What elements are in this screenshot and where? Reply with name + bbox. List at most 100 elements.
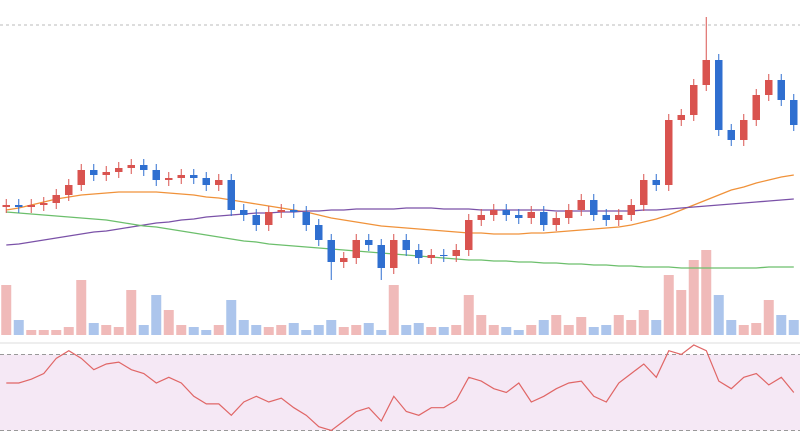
candle-body bbox=[240, 210, 248, 215]
candle-body bbox=[177, 175, 185, 178]
volume-bar bbox=[126, 290, 137, 335]
candle-body bbox=[165, 178, 173, 180]
volume-bar bbox=[438, 327, 449, 335]
candle-body bbox=[327, 240, 335, 262]
volume-bar bbox=[663, 275, 674, 335]
candle-body bbox=[402, 240, 410, 250]
volume-bar bbox=[238, 320, 249, 335]
candle-body bbox=[190, 175, 198, 178]
candle-body bbox=[452, 250, 460, 256]
candle-body bbox=[490, 210, 498, 215]
candle-body bbox=[565, 210, 573, 218]
volume-bar bbox=[26, 330, 37, 335]
candle-body bbox=[27, 205, 35, 207]
candle-body bbox=[90, 170, 98, 175]
volume-bar bbox=[538, 320, 549, 335]
candle-body bbox=[15, 205, 23, 207]
candle-body bbox=[790, 100, 798, 125]
candle-body bbox=[690, 85, 698, 115]
volume-bar bbox=[313, 325, 324, 335]
volume-bar bbox=[176, 325, 187, 335]
candle-body bbox=[627, 205, 635, 215]
candle-body bbox=[727, 130, 735, 140]
candle-body bbox=[227, 180, 235, 210]
volume-bar bbox=[563, 325, 574, 335]
volume-bar bbox=[263, 327, 274, 335]
candle-body bbox=[102, 172, 110, 175]
volume-bar bbox=[738, 325, 749, 335]
volume-bar bbox=[226, 300, 237, 335]
candle-body bbox=[290, 210, 298, 212]
candle-body bbox=[527, 212, 535, 218]
candle-body bbox=[415, 250, 423, 258]
candle-body bbox=[577, 200, 585, 210]
volume-bar bbox=[501, 327, 512, 335]
volume-bar bbox=[451, 325, 462, 335]
volume-bar bbox=[488, 325, 499, 335]
volume-bar bbox=[138, 325, 149, 335]
candle-body bbox=[652, 180, 660, 185]
volume-bar bbox=[426, 327, 437, 335]
volume-bar bbox=[113, 327, 124, 335]
volume-bar bbox=[251, 325, 262, 335]
volume-bar bbox=[551, 315, 562, 335]
candle-body bbox=[427, 255, 435, 258]
volume-bar bbox=[376, 330, 387, 335]
candle-body bbox=[765, 80, 773, 95]
volume-bar bbox=[38, 330, 49, 335]
volume-bar bbox=[476, 315, 487, 335]
volume-bar bbox=[401, 325, 412, 335]
candle-body bbox=[777, 80, 785, 100]
volume-bar bbox=[351, 325, 362, 335]
candle-body bbox=[77, 170, 85, 185]
volume-bar bbox=[651, 320, 662, 335]
volume-bar bbox=[301, 330, 312, 335]
volume-bar bbox=[201, 330, 212, 335]
volume-bar bbox=[51, 330, 62, 335]
rsi-band bbox=[0, 354, 800, 431]
volume-bar bbox=[88, 323, 99, 335]
moving-average bbox=[6, 174, 794, 235]
volume-bar bbox=[701, 250, 712, 335]
candle-body bbox=[52, 195, 60, 203]
candle-body bbox=[127, 165, 135, 168]
candle-body bbox=[702, 60, 710, 85]
volume-bar bbox=[601, 325, 612, 335]
volume-bar bbox=[413, 323, 424, 335]
candle-body bbox=[2, 205, 10, 207]
candle-body bbox=[752, 95, 760, 120]
volume-bar bbox=[763, 300, 774, 335]
volume-bar bbox=[788, 320, 799, 335]
candle-body bbox=[352, 240, 360, 258]
candle-body bbox=[515, 215, 523, 218]
volume-bar bbox=[638, 310, 649, 335]
volume-bar bbox=[751, 323, 762, 335]
candle-body bbox=[265, 212, 273, 225]
volume-bar bbox=[76, 280, 87, 335]
candle-body bbox=[40, 203, 48, 205]
candle-body bbox=[615, 215, 623, 220]
candle-body bbox=[65, 185, 73, 195]
volume-bar bbox=[713, 295, 724, 335]
volume-bar bbox=[463, 295, 474, 335]
candle-body bbox=[677, 115, 685, 120]
volume-bar bbox=[526, 325, 537, 335]
candle-body bbox=[277, 210, 285, 212]
candle-body bbox=[477, 215, 485, 220]
candle-body bbox=[552, 218, 560, 225]
candle-body bbox=[602, 215, 610, 220]
volume-bar bbox=[576, 317, 587, 335]
candle-body bbox=[340, 258, 348, 262]
candle-body bbox=[715, 60, 723, 130]
candle-body bbox=[502, 210, 510, 215]
volume-bar bbox=[363, 323, 374, 335]
volume-bar bbox=[13, 320, 24, 335]
volume-bar bbox=[326, 320, 337, 335]
volume-bar bbox=[513, 330, 524, 335]
candle-body bbox=[640, 180, 648, 205]
candle-body bbox=[115, 168, 123, 172]
candle-body bbox=[152, 170, 160, 180]
volume-bar bbox=[626, 320, 637, 335]
volume-bar bbox=[613, 315, 624, 335]
